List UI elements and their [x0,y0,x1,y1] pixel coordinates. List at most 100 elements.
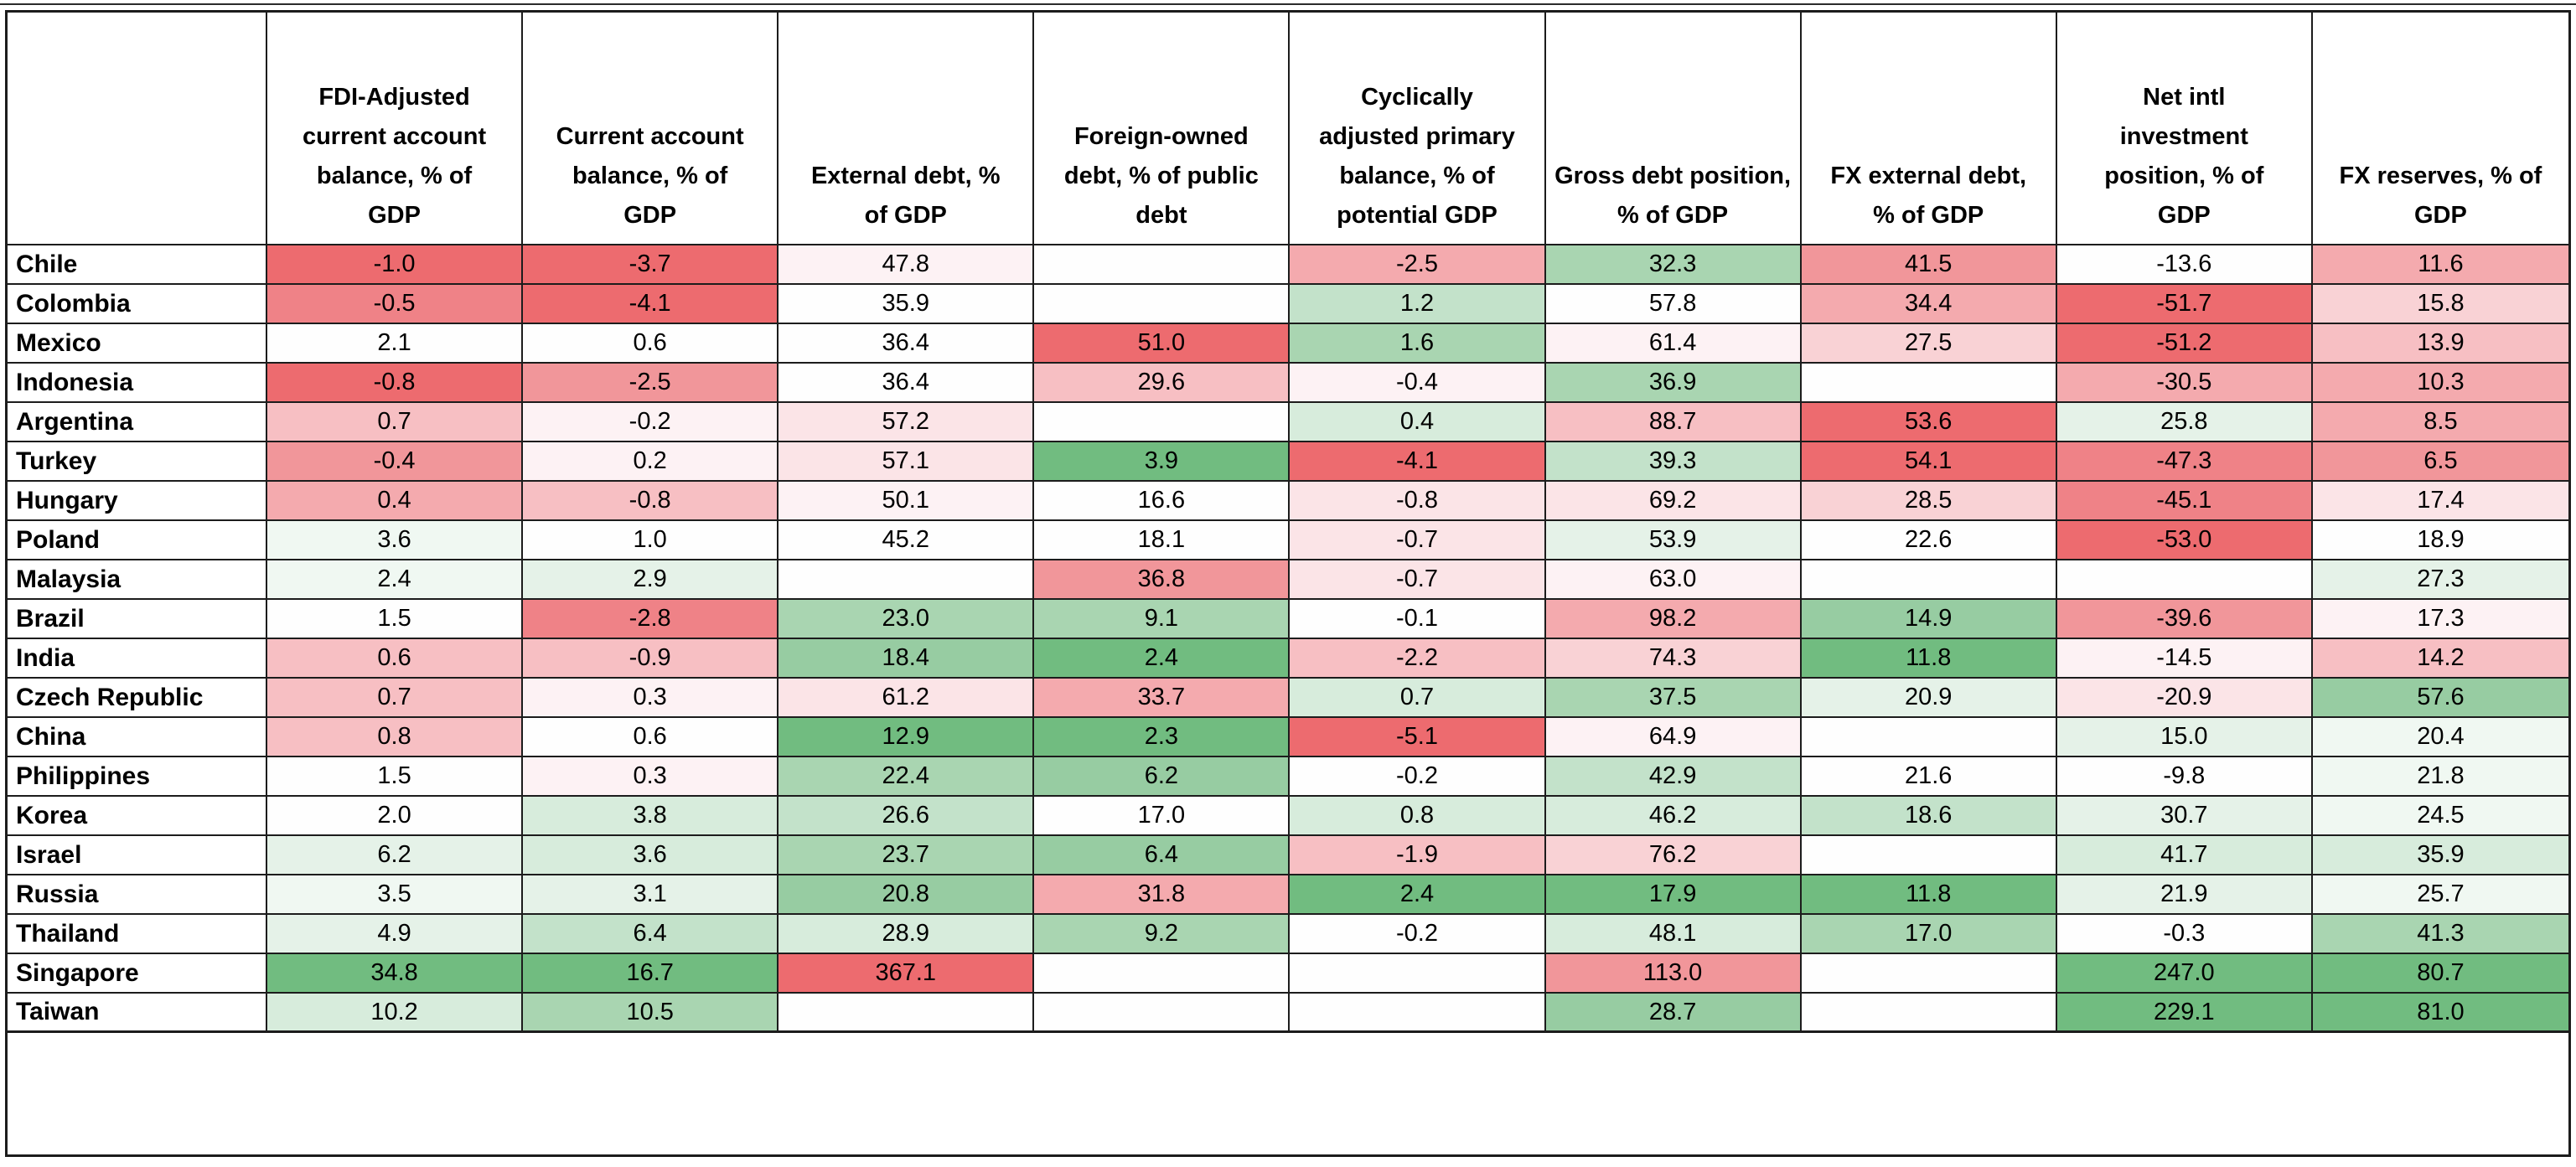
value-cell: 0.6 [523,324,779,364]
value-cell: 18.4 [778,639,1035,679]
value-cell: 80.7 [2312,954,2568,994]
value-cell: 21.9 [2056,875,2313,915]
country-label: Poland [8,521,267,560]
country-label: Thailand [8,915,267,954]
value-cell: 36.4 [778,364,1035,403]
value-cell: -0.9 [523,639,779,679]
value-cell: -14.5 [2056,639,2313,679]
em-vulnerability-table: FDI-Adjusted current account balance, % … [5,10,2571,1157]
value-cell: 28.9 [778,915,1035,954]
value-cell: 98.2 [1545,600,1802,639]
value-cell: 10.3 [2312,364,2568,403]
value-cell: 0.6 [523,718,779,757]
country-label: Hungary [8,482,267,521]
country-label: Turkey [8,442,267,482]
value-cell: 18.1 [1034,521,1291,560]
column-header: FX external debt, % of GDP [1801,13,2057,245]
value-cell: 2.0 [267,797,524,836]
value-cell: 0.7 [1290,679,1546,718]
value-cell: 0.3 [523,757,779,797]
value-cell: 23.0 [778,600,1035,639]
country-label: Taiwan [8,994,267,1033]
value-cell: 88.7 [1545,403,1802,442]
value-cell: 69.2 [1545,482,1802,521]
value-cell: 2.4 [1290,875,1546,915]
value-cell: -0.5 [267,285,524,324]
value-cell: 39.3 [1545,442,1802,482]
value-cell: 17.0 [1801,915,2057,954]
value-cell: 20.4 [2312,718,2568,757]
value-cell: 31.8 [1034,875,1291,915]
value-cell: 34.4 [1801,285,2057,324]
value-cell: 3.6 [267,521,524,560]
value-cell: 46.2 [1545,797,1802,836]
value-cell: -0.2 [1290,757,1546,797]
value-cell: 25.8 [2056,403,2313,442]
value-cell: 21.8 [2312,757,2568,797]
country-label: Brazil [8,600,267,639]
country-label: Mexico [8,324,267,364]
value-cell: 27.3 [2312,560,2568,600]
value-cell: 0.7 [267,403,524,442]
value-cell: 50.1 [778,482,1035,521]
value-cell: 14.9 [1801,600,2057,639]
value-cell: 17.9 [1545,875,1802,915]
value-cell: 36.9 [1545,364,1802,403]
value-cell: 61.4 [1545,324,1802,364]
value-cell [1034,954,1291,994]
value-cell: 53.9 [1545,521,1802,560]
value-cell: 1.6 [1290,324,1546,364]
column-header: Gross debt position, % of GDP [1545,13,1802,245]
value-cell: -2.2 [1290,639,1546,679]
value-cell: 0.7 [267,679,524,718]
value-cell [1034,994,1291,1033]
value-cell: 18.6 [1801,797,2057,836]
value-cell: -0.7 [1290,560,1546,600]
value-cell: 28.7 [1545,994,1802,1033]
country-label: Czech Republic [8,679,267,718]
value-cell: 33.7 [1034,679,1291,718]
value-cell: 0.3 [523,679,779,718]
value-cell: 0.6 [267,639,524,679]
value-cell [1801,954,2057,994]
country-label: Chile [8,245,267,285]
value-cell: 247.0 [2056,954,2313,994]
value-cell: -0.1 [1290,600,1546,639]
column-header: Cyclically adjusted primary balance, % o… [1290,13,1546,245]
column-header: Net intl investment position, % of GDP [2056,13,2313,245]
table-grid: FDI-Adjusted current account balance, % … [8,13,2568,1033]
corner-header-cell [8,13,267,245]
value-cell: 29.6 [1034,364,1291,403]
value-cell: 6.5 [2312,442,2568,482]
value-cell: -1.9 [1290,836,1546,875]
value-cell: 10.2 [267,994,524,1033]
value-cell [1290,954,1546,994]
value-cell: 9.2 [1034,915,1291,954]
value-cell: 9.1 [1034,600,1291,639]
value-cell [1034,285,1291,324]
value-cell: 2.3 [1034,718,1291,757]
value-cell: 42.9 [1545,757,1802,797]
value-cell: -3.7 [523,245,779,285]
value-cell: 11.8 [1801,639,2057,679]
value-cell: -0.2 [1290,915,1546,954]
value-cell: -2.8 [523,600,779,639]
value-cell: 21.6 [1801,757,2057,797]
value-cell: 64.9 [1545,718,1802,757]
value-cell: 0.2 [523,442,779,482]
value-cell: -5.1 [1290,718,1546,757]
value-cell: 2.4 [267,560,524,600]
value-cell: 16.6 [1034,482,1291,521]
value-cell: 8.5 [2312,403,2568,442]
value-cell: 32.3 [1545,245,1802,285]
value-cell: 20.8 [778,875,1035,915]
value-cell: 51.0 [1034,324,1291,364]
top-border-line [0,3,2576,5]
value-cell: 17.3 [2312,600,2568,639]
value-cell: 47.8 [778,245,1035,285]
value-cell: -2.5 [523,364,779,403]
value-cell: 0.8 [267,718,524,757]
empty-footer-row [8,1033,2568,1154]
value-cell: -0.8 [267,364,524,403]
